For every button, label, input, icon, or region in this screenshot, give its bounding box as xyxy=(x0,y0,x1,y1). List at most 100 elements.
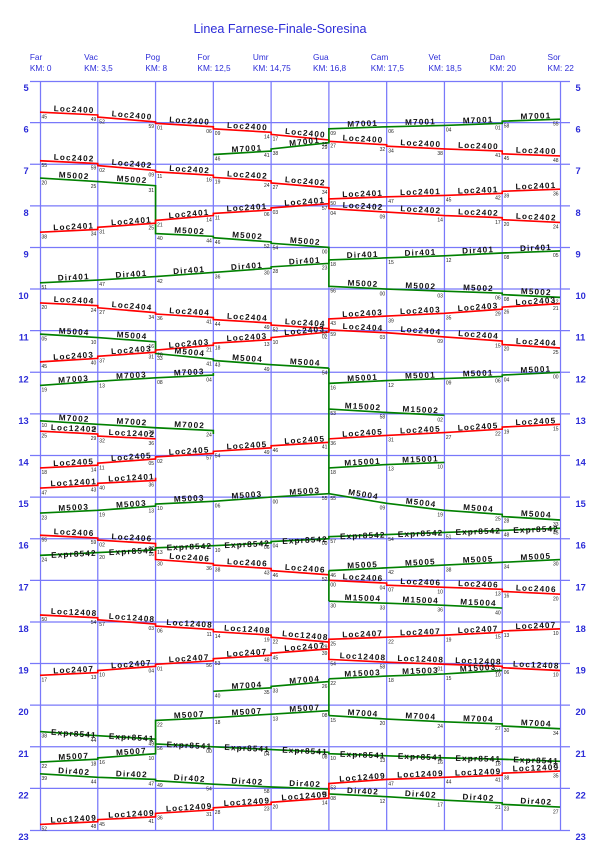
svg-text:Loc2400: Loc2400 xyxy=(285,127,327,140)
svg-text:14: 14 xyxy=(437,218,443,224)
svg-text:Loc2404: Loc2404 xyxy=(458,329,499,341)
svg-text:Dir401: Dir401 xyxy=(462,245,494,256)
svg-text:27: 27 xyxy=(99,310,105,316)
svg-text:08: 08 xyxy=(330,796,336,802)
svg-text:22: 22 xyxy=(273,639,279,645)
svg-text:16: 16 xyxy=(99,760,105,766)
svg-text:34: 34 xyxy=(149,315,155,321)
svg-text:11: 11 xyxy=(99,465,104,471)
svg-text:40: 40 xyxy=(157,236,163,242)
svg-text:M15003: M15003 xyxy=(402,666,439,676)
svg-text:18: 18 xyxy=(18,624,28,634)
svg-text:00: 00 xyxy=(322,541,328,547)
svg-text:18: 18 xyxy=(576,624,586,634)
svg-text:20: 20 xyxy=(149,430,155,436)
svg-text:6: 6 xyxy=(24,125,29,135)
svg-text:Loc12408: Loc12408 xyxy=(282,629,329,642)
svg-text:44: 44 xyxy=(91,780,97,786)
svg-text:08: 08 xyxy=(504,255,510,261)
svg-text:21: 21 xyxy=(553,306,559,312)
svg-text:09: 09 xyxy=(380,506,386,512)
svg-text:5: 5 xyxy=(24,83,29,93)
svg-text:41: 41 xyxy=(149,819,155,825)
svg-text:Expr8541: Expr8541 xyxy=(51,728,97,740)
svg-text:13: 13 xyxy=(576,416,586,426)
svg-text:06: 06 xyxy=(264,212,270,218)
svg-text:49: 49 xyxy=(157,783,163,789)
svg-text:Loc2406: Loc2406 xyxy=(111,532,152,543)
svg-text:10: 10 xyxy=(157,506,163,512)
svg-text:KM: 8: KM: 8 xyxy=(145,63,167,73)
svg-text:M5002: M5002 xyxy=(174,226,205,236)
svg-text:24: 24 xyxy=(553,225,559,231)
svg-text:10: 10 xyxy=(576,291,586,301)
svg-text:45: 45 xyxy=(42,114,48,120)
svg-text:52: 52 xyxy=(42,827,48,833)
svg-text:M5003: M5003 xyxy=(289,486,320,497)
svg-text:52: 52 xyxy=(322,577,328,583)
svg-text:Loc2407: Loc2407 xyxy=(342,629,383,639)
svg-text:31: 31 xyxy=(149,188,155,194)
svg-text:31: 31 xyxy=(149,354,155,360)
svg-text:56: 56 xyxy=(330,289,336,295)
svg-text:21: 21 xyxy=(576,749,586,759)
svg-text:04: 04 xyxy=(273,544,279,550)
svg-text:M5003: M5003 xyxy=(116,499,147,510)
svg-text:Dir401: Dir401 xyxy=(404,248,436,258)
svg-text:18: 18 xyxy=(215,345,221,351)
svg-text:Dan: Dan xyxy=(490,52,506,62)
svg-text:Loc12408: Loc12408 xyxy=(224,624,271,636)
svg-text:M5007: M5007 xyxy=(116,746,147,757)
svg-text:15: 15 xyxy=(330,718,336,724)
svg-text:Loc12409: Loc12409 xyxy=(281,790,328,802)
svg-text:Dir402: Dir402 xyxy=(58,766,90,777)
svg-text:Loc12401: Loc12401 xyxy=(50,477,97,488)
svg-text:00: 00 xyxy=(553,375,559,381)
svg-text:Loc2403: Loc2403 xyxy=(226,332,267,343)
svg-text:14: 14 xyxy=(322,800,328,806)
svg-text:Dir401: Dir401 xyxy=(289,256,321,267)
svg-text:20: 20 xyxy=(504,222,510,228)
svg-text:Loc12401: Loc12401 xyxy=(108,472,155,483)
svg-text:31: 31 xyxy=(388,438,394,444)
svg-text:Loc12409: Loc12409 xyxy=(166,802,213,814)
svg-text:Loc2407: Loc2407 xyxy=(53,665,94,676)
svg-text:02: 02 xyxy=(99,168,105,174)
svg-text:19: 19 xyxy=(504,429,510,435)
svg-text:M7003: M7003 xyxy=(174,367,205,377)
svg-text:M5002: M5002 xyxy=(116,174,147,185)
svg-text:Expr8541: Expr8541 xyxy=(282,746,328,757)
svg-text:06: 06 xyxy=(206,129,212,135)
svg-text:46: 46 xyxy=(273,573,279,579)
svg-text:Dir401: Dir401 xyxy=(520,243,552,253)
svg-text:Loc2405: Loc2405 xyxy=(111,451,152,463)
svg-text:22: 22 xyxy=(330,681,336,687)
svg-text:20: 20 xyxy=(42,305,48,311)
svg-text:19: 19 xyxy=(446,637,452,643)
svg-text:Loc12409: Loc12409 xyxy=(223,796,270,808)
svg-text:58: 58 xyxy=(264,789,270,795)
svg-text:51: 51 xyxy=(42,285,48,291)
svg-text:19: 19 xyxy=(264,637,270,643)
svg-text:01: 01 xyxy=(437,666,443,672)
svg-text:10: 10 xyxy=(330,756,336,762)
svg-text:52: 52 xyxy=(264,244,270,250)
svg-text:22: 22 xyxy=(388,639,394,645)
svg-text:Loc2405: Loc2405 xyxy=(53,457,94,468)
svg-text:50: 50 xyxy=(330,201,336,207)
svg-text:00: 00 xyxy=(273,499,279,505)
svg-text:16: 16 xyxy=(18,541,28,551)
svg-text:26: 26 xyxy=(504,309,510,315)
svg-text:11: 11 xyxy=(157,174,162,180)
svg-text:02: 02 xyxy=(99,542,105,548)
svg-text:06: 06 xyxy=(157,628,163,634)
svg-text:17: 17 xyxy=(42,678,48,684)
svg-text:08: 08 xyxy=(157,380,163,386)
svg-text:41: 41 xyxy=(206,361,212,367)
svg-text:12: 12 xyxy=(446,258,452,264)
svg-text:06: 06 xyxy=(215,504,221,510)
svg-text:KM: 20: KM: 20 xyxy=(490,63,517,73)
svg-text:Loc2404: Loc2404 xyxy=(285,317,326,328)
svg-text:M5001: M5001 xyxy=(347,373,378,383)
svg-text:10: 10 xyxy=(149,756,155,762)
